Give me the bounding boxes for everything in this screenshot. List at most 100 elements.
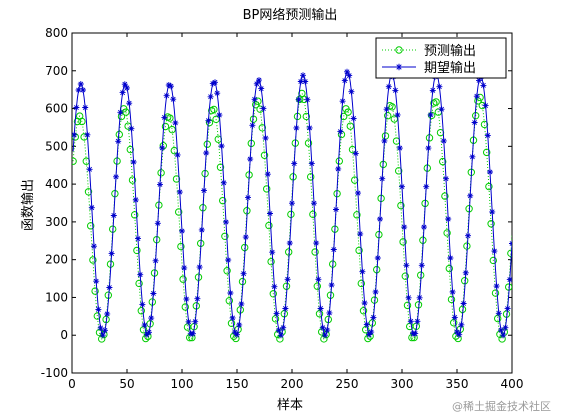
y-tick-label: 0 [60,328,68,342]
data-point [141,322,148,329]
data-point [192,318,199,325]
data-point [350,115,357,122]
x-tick-label: 0 [68,377,76,391]
data-point [282,305,289,312]
data-point [395,167,403,175]
data-point [99,332,106,339]
data-point [485,182,493,191]
data-point [498,327,504,334]
data-point [339,98,346,105]
series-expected [72,68,512,339]
data-point [196,264,203,271]
data-point [462,269,469,276]
x-tick-label: 100 [171,377,194,391]
data-point [227,319,236,327]
data-point [207,93,214,100]
data-point [465,232,471,239]
data-point [445,264,453,273]
data-point [231,329,238,336]
data-point [480,82,487,89]
data-point [203,150,210,156]
data-point [379,175,386,182]
data-point [87,222,95,230]
data-point [394,111,401,118]
data-point [275,327,282,334]
data-point [403,301,412,310]
data-point [495,310,502,317]
data-point [106,284,113,291]
data-point [225,257,232,263]
data-point [357,230,364,237]
data-point [227,290,234,296]
data-point [403,262,410,269]
data-point [121,81,128,88]
y-tick-label: 200 [45,253,68,267]
data-point [445,216,452,222]
data-point [218,143,225,149]
x-tick-label: 300 [391,377,414,391]
data-point [130,159,137,165]
data-point [311,200,317,207]
data-point [346,122,354,130]
data-point [377,216,383,222]
data-point [219,196,227,205]
data-point [154,220,161,227]
legend-box [375,37,507,79]
data-point [157,181,163,188]
data-point [443,175,449,182]
data-point [236,321,243,328]
data-point [428,111,436,120]
data-point [450,319,458,327]
data-point [467,192,474,199]
data-point [429,87,436,94]
data-point [212,79,218,86]
data-point [487,169,493,175]
data-point [418,262,425,269]
data-point [344,108,352,116]
data-point [385,83,392,90]
data-point [91,287,99,295]
data-point [421,224,427,231]
data-point [108,250,115,257]
data-point [245,194,251,201]
data-point [148,315,155,322]
data-point [491,289,500,297]
data-point [309,210,317,219]
y-tick-label: 700 [45,64,68,78]
data-point [265,221,273,230]
data-point [117,109,124,116]
data-point [493,283,500,290]
data-point [500,332,507,339]
data-point [313,240,320,247]
data-point [482,102,489,109]
data-point [366,331,372,338]
data-point [399,238,407,246]
data-point [165,82,172,88]
data-point [384,112,392,120]
data-point [179,275,187,283]
series-line [72,71,512,337]
data-point [291,160,298,167]
data-point [357,279,365,288]
data-point [221,232,229,240]
data-point [97,324,104,331]
data-point [324,327,331,334]
data-point [337,128,344,135]
x-tick-label: 50 [119,377,134,391]
data-point [258,85,265,92]
data-point [286,240,293,247]
data-point [480,120,489,129]
data-point [476,77,482,84]
data-point [416,294,423,301]
data-point [168,125,176,134]
data-point [304,96,311,103]
data-point [456,331,463,338]
data-point [242,234,249,241]
data-point [423,183,430,190]
data-point [280,324,287,331]
data-point [311,248,319,256]
data-point [249,122,256,129]
watermark: @稀土掘金技术社区 [452,400,551,413]
data-point [216,112,223,119]
data-point [469,153,476,160]
